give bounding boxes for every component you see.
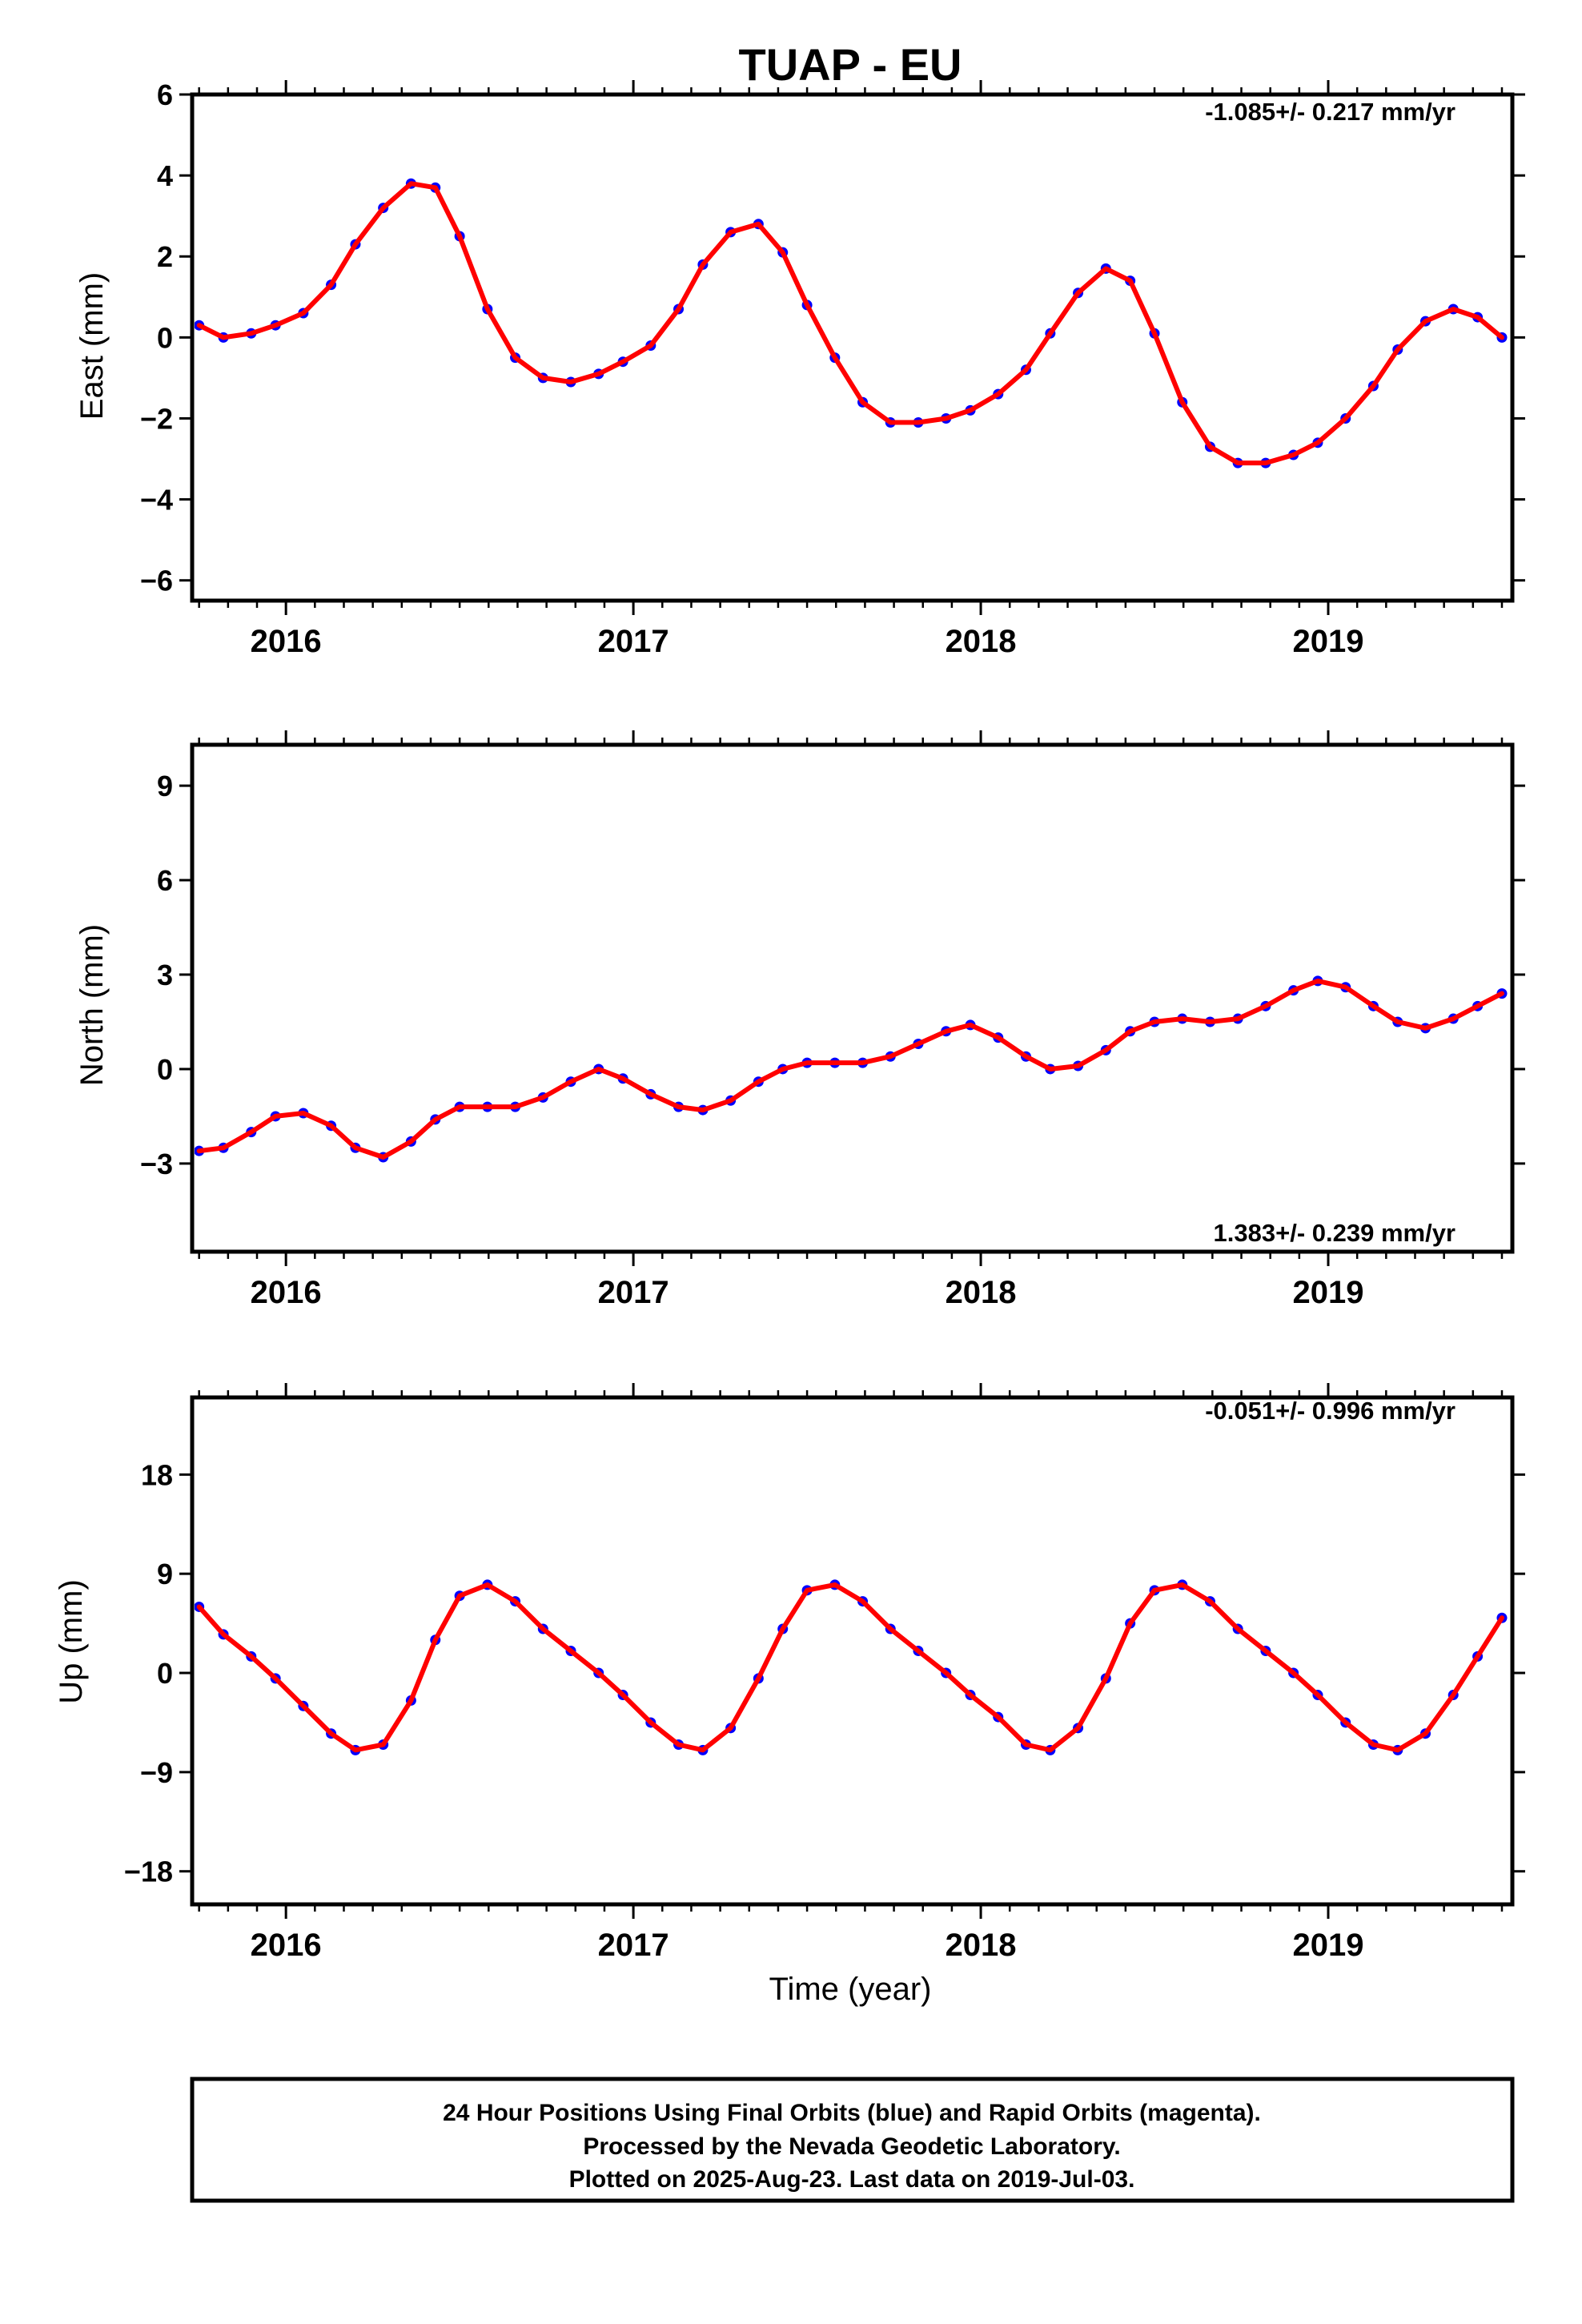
- east-x-tick-label: 2017: [598, 624, 669, 659]
- up-x-tick-label: 2016: [251, 1928, 322, 1963]
- up-y-tick-label: 0: [157, 1657, 173, 1690]
- north-y-tick-label: 0: [157, 1053, 173, 1086]
- up-model-line: [196, 1582, 1504, 1753]
- east-y-tick-label: −2: [140, 402, 173, 435]
- north-model-line: [196, 978, 1504, 1160]
- east-y-tick-label: −4: [140, 484, 173, 517]
- up-x-tick-label: 2019: [1293, 1928, 1364, 1963]
- east-x-tick-label: 2019: [1293, 624, 1364, 659]
- north-plot-area: [195, 975, 1508, 1163]
- east-y-tick-label: 0: [157, 321, 173, 354]
- east-panel: East (mm) -1.085+/- 0.217 mm/yr 2016 2017…: [74, 78, 1525, 659]
- north-x-tick-label: 2018: [946, 1275, 1017, 1310]
- east-y-tick-label: 4: [157, 159, 173, 192]
- caption-box: 24 Hour Positions Using Final Orbits (bl…: [190, 2077, 1515, 2203]
- north-y-tick-label: 9: [157, 770, 173, 802]
- north-plot-frame: [190, 742, 1515, 1254]
- up-x-tick-label: 2017: [598, 1928, 669, 1963]
- up-y-axis-label: Up (mm): [54, 1579, 89, 1704]
- east-y-axis-label: East (mm): [74, 272, 110, 420]
- east-x-tick-label: 2016: [251, 624, 322, 659]
- up-x-tick-label: 2018: [946, 1928, 1017, 1963]
- east-x-tick-label: 2018: [946, 624, 1017, 659]
- north-y-axis-label: North (mm): [74, 924, 110, 1086]
- north-y-tick-label: 3: [157, 959, 173, 991]
- up-plot-area: [195, 1579, 1508, 1755]
- up-rate-label: -0.051+/- 0.996 mm/yr: [1205, 1397, 1456, 1425]
- up-plot-frame: [190, 1395, 1515, 1907]
- up-y-tick-label: −18: [124, 1856, 173, 1888]
- caption-line-2: Processed by the Nevada Geodetic Laborat…: [583, 2133, 1120, 2160]
- up-panel: Up (mm) -0.051+/- 0.996 mm/yr Time (year…: [54, 1383, 1525, 2007]
- east-rate-label: -1.085+/- 0.217 mm/yr: [1205, 98, 1456, 126]
- east-y-tick-label: 6: [157, 78, 173, 111]
- east-plot-area: [195, 178, 1508, 468]
- north-panel: North (mm) 1.383+/- 0.239 mm/yr 2016 2017…: [74, 730, 1525, 1310]
- up-y-tick-label: 9: [157, 1558, 173, 1590]
- north-y-tick-label: −3: [140, 1148, 173, 1180]
- caption-line-3: Plotted on 2025-Aug-23. Last data on 201…: [569, 2166, 1135, 2193]
- north-x-tick-label: 2016: [251, 1275, 322, 1310]
- east-y-tick-label: 2: [157, 240, 173, 273]
- up-y-tick-label: 18: [141, 1458, 173, 1491]
- north-y-tick-label: 6: [157, 864, 173, 897]
- up-y-tick-label: −9: [140, 1756, 173, 1789]
- x-axis-label: Time (year): [769, 1972, 932, 2007]
- east-y-tick-label: −6: [140, 565, 173, 597]
- chart-title: TUAP - EU: [739, 39, 962, 90]
- north-x-tick-label: 2017: [598, 1275, 669, 1310]
- east-plot-frame: [190, 92, 1515, 603]
- caption-line-1: 24 Hour Positions Using Final Orbits (bl…: [443, 2100, 1261, 2126]
- north-x-tick-label: 2019: [1293, 1275, 1364, 1310]
- east-model-line: [196, 181, 1504, 466]
- north-rate-label: 1.383+/- 0.239 mm/yr: [1214, 1219, 1456, 1247]
